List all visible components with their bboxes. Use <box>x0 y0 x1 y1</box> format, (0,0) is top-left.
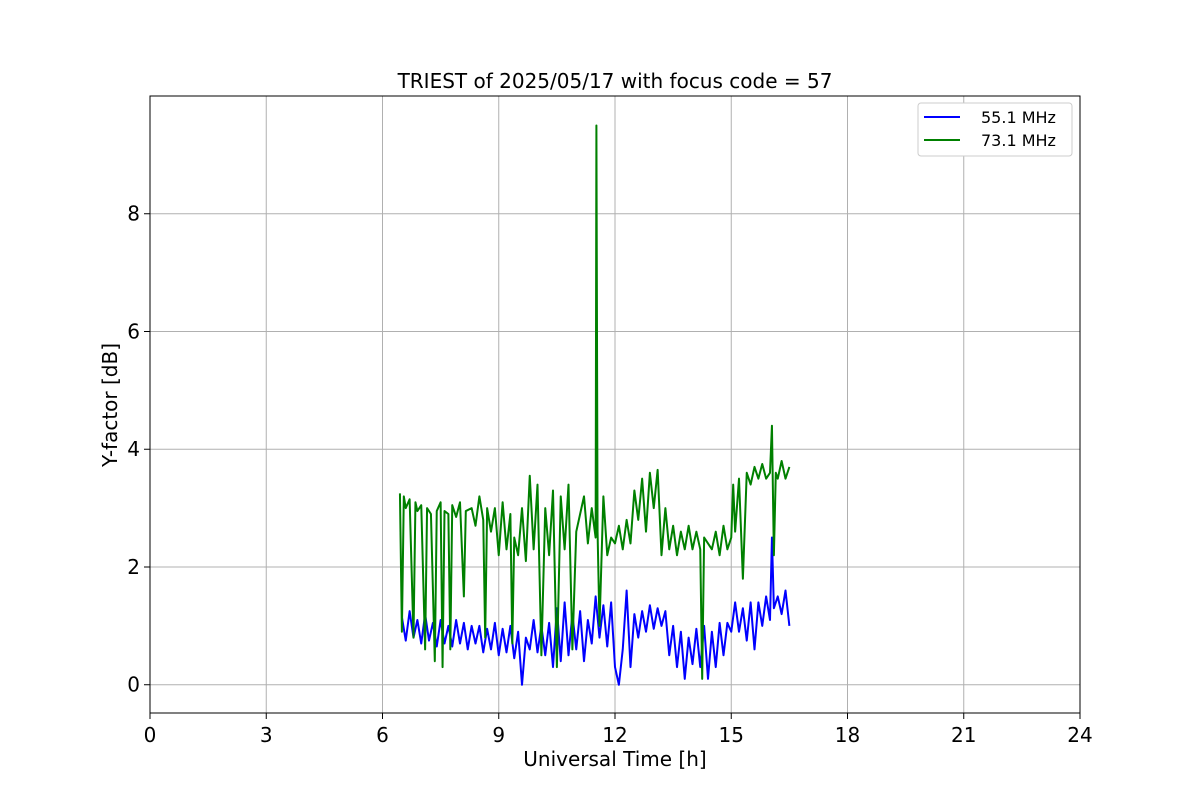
x-tick-label: 9 <box>492 723 505 747</box>
x-tick-label: 21 <box>951 723 976 747</box>
x-tick-label: 15 <box>719 723 744 747</box>
x-axis-label: Universal Time [h] <box>523 747 706 771</box>
y-axis-ticks: 0 2 4 6 8 <box>127 202 150 697</box>
y-tick-label: 0 <box>127 673 140 697</box>
x-axis-ticks: 0 3 6 9 12 15 18 21 24 <box>144 713 1093 747</box>
x-tick-label: 24 <box>1067 723 1092 747</box>
x-tick-label: 18 <box>835 723 860 747</box>
legend-label-55mhz: 55.1 MHz <box>981 108 1056 127</box>
legend-label-73mhz: 73.1 MHz <box>981 131 1056 150</box>
y-tick-label: 8 <box>127 202 140 226</box>
x-tick-label: 3 <box>260 723 273 747</box>
x-tick-label: 12 <box>602 723 627 747</box>
x-tick-label: 6 <box>376 723 389 747</box>
series-line-0 <box>400 536 791 686</box>
chart-title: TRIEST of 2025/05/17 with focus code = 5… <box>397 69 833 93</box>
series-layer <box>398 124 791 686</box>
y-axis-label: Y-factor [dB] <box>98 343 122 468</box>
x-tick-label: 0 <box>144 723 157 747</box>
y-tick-label: 6 <box>127 319 140 343</box>
legend: 55.1 MHz 73.1 MHz <box>917 102 1073 157</box>
y-tick-label: 4 <box>127 437 140 461</box>
y-tick-label: 2 <box>127 555 140 579</box>
series-line-1 <box>398 124 791 680</box>
